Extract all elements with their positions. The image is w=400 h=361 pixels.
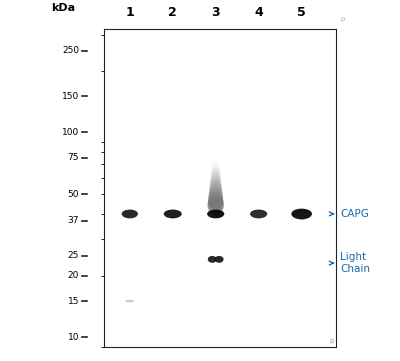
Text: p: p — [330, 338, 334, 344]
Ellipse shape — [208, 188, 223, 204]
Text: 5: 5 — [297, 6, 306, 19]
Ellipse shape — [209, 184, 222, 199]
Text: Light
Chain: Light Chain — [329, 252, 370, 274]
Ellipse shape — [210, 180, 222, 193]
Ellipse shape — [208, 194, 224, 213]
Text: 1: 1 — [126, 6, 134, 19]
Ellipse shape — [212, 163, 220, 170]
Text: 4: 4 — [254, 6, 263, 19]
Ellipse shape — [212, 165, 220, 173]
Ellipse shape — [122, 210, 138, 218]
Ellipse shape — [208, 190, 223, 207]
Ellipse shape — [209, 182, 222, 196]
Ellipse shape — [291, 209, 312, 219]
Ellipse shape — [208, 256, 217, 263]
Ellipse shape — [211, 169, 220, 178]
Ellipse shape — [208, 192, 223, 210]
Text: 250: 250 — [62, 46, 79, 55]
Text: 20: 20 — [68, 271, 79, 280]
Ellipse shape — [212, 161, 219, 167]
Ellipse shape — [207, 210, 224, 218]
Ellipse shape — [215, 256, 224, 263]
Ellipse shape — [210, 175, 221, 187]
Text: 10: 10 — [68, 333, 79, 342]
Text: 3: 3 — [211, 6, 220, 19]
Text: CAPG: CAPG — [329, 209, 369, 219]
Text: 25: 25 — [68, 251, 79, 260]
Text: 100: 100 — [62, 128, 79, 137]
Ellipse shape — [211, 167, 220, 175]
Ellipse shape — [164, 210, 182, 218]
Text: kDa: kDa — [51, 3, 75, 13]
Text: 15: 15 — [68, 297, 79, 306]
Ellipse shape — [211, 171, 221, 181]
Ellipse shape — [125, 300, 134, 302]
Ellipse shape — [209, 186, 222, 201]
Text: 37: 37 — [68, 216, 79, 225]
Text: 50: 50 — [68, 190, 79, 199]
Ellipse shape — [250, 210, 267, 218]
Ellipse shape — [208, 196, 224, 216]
Ellipse shape — [210, 174, 221, 184]
Text: 150: 150 — [62, 92, 79, 101]
Text: 75: 75 — [68, 153, 79, 162]
Text: 2: 2 — [168, 6, 177, 19]
Text: p: p — [340, 17, 345, 22]
Ellipse shape — [210, 178, 222, 190]
